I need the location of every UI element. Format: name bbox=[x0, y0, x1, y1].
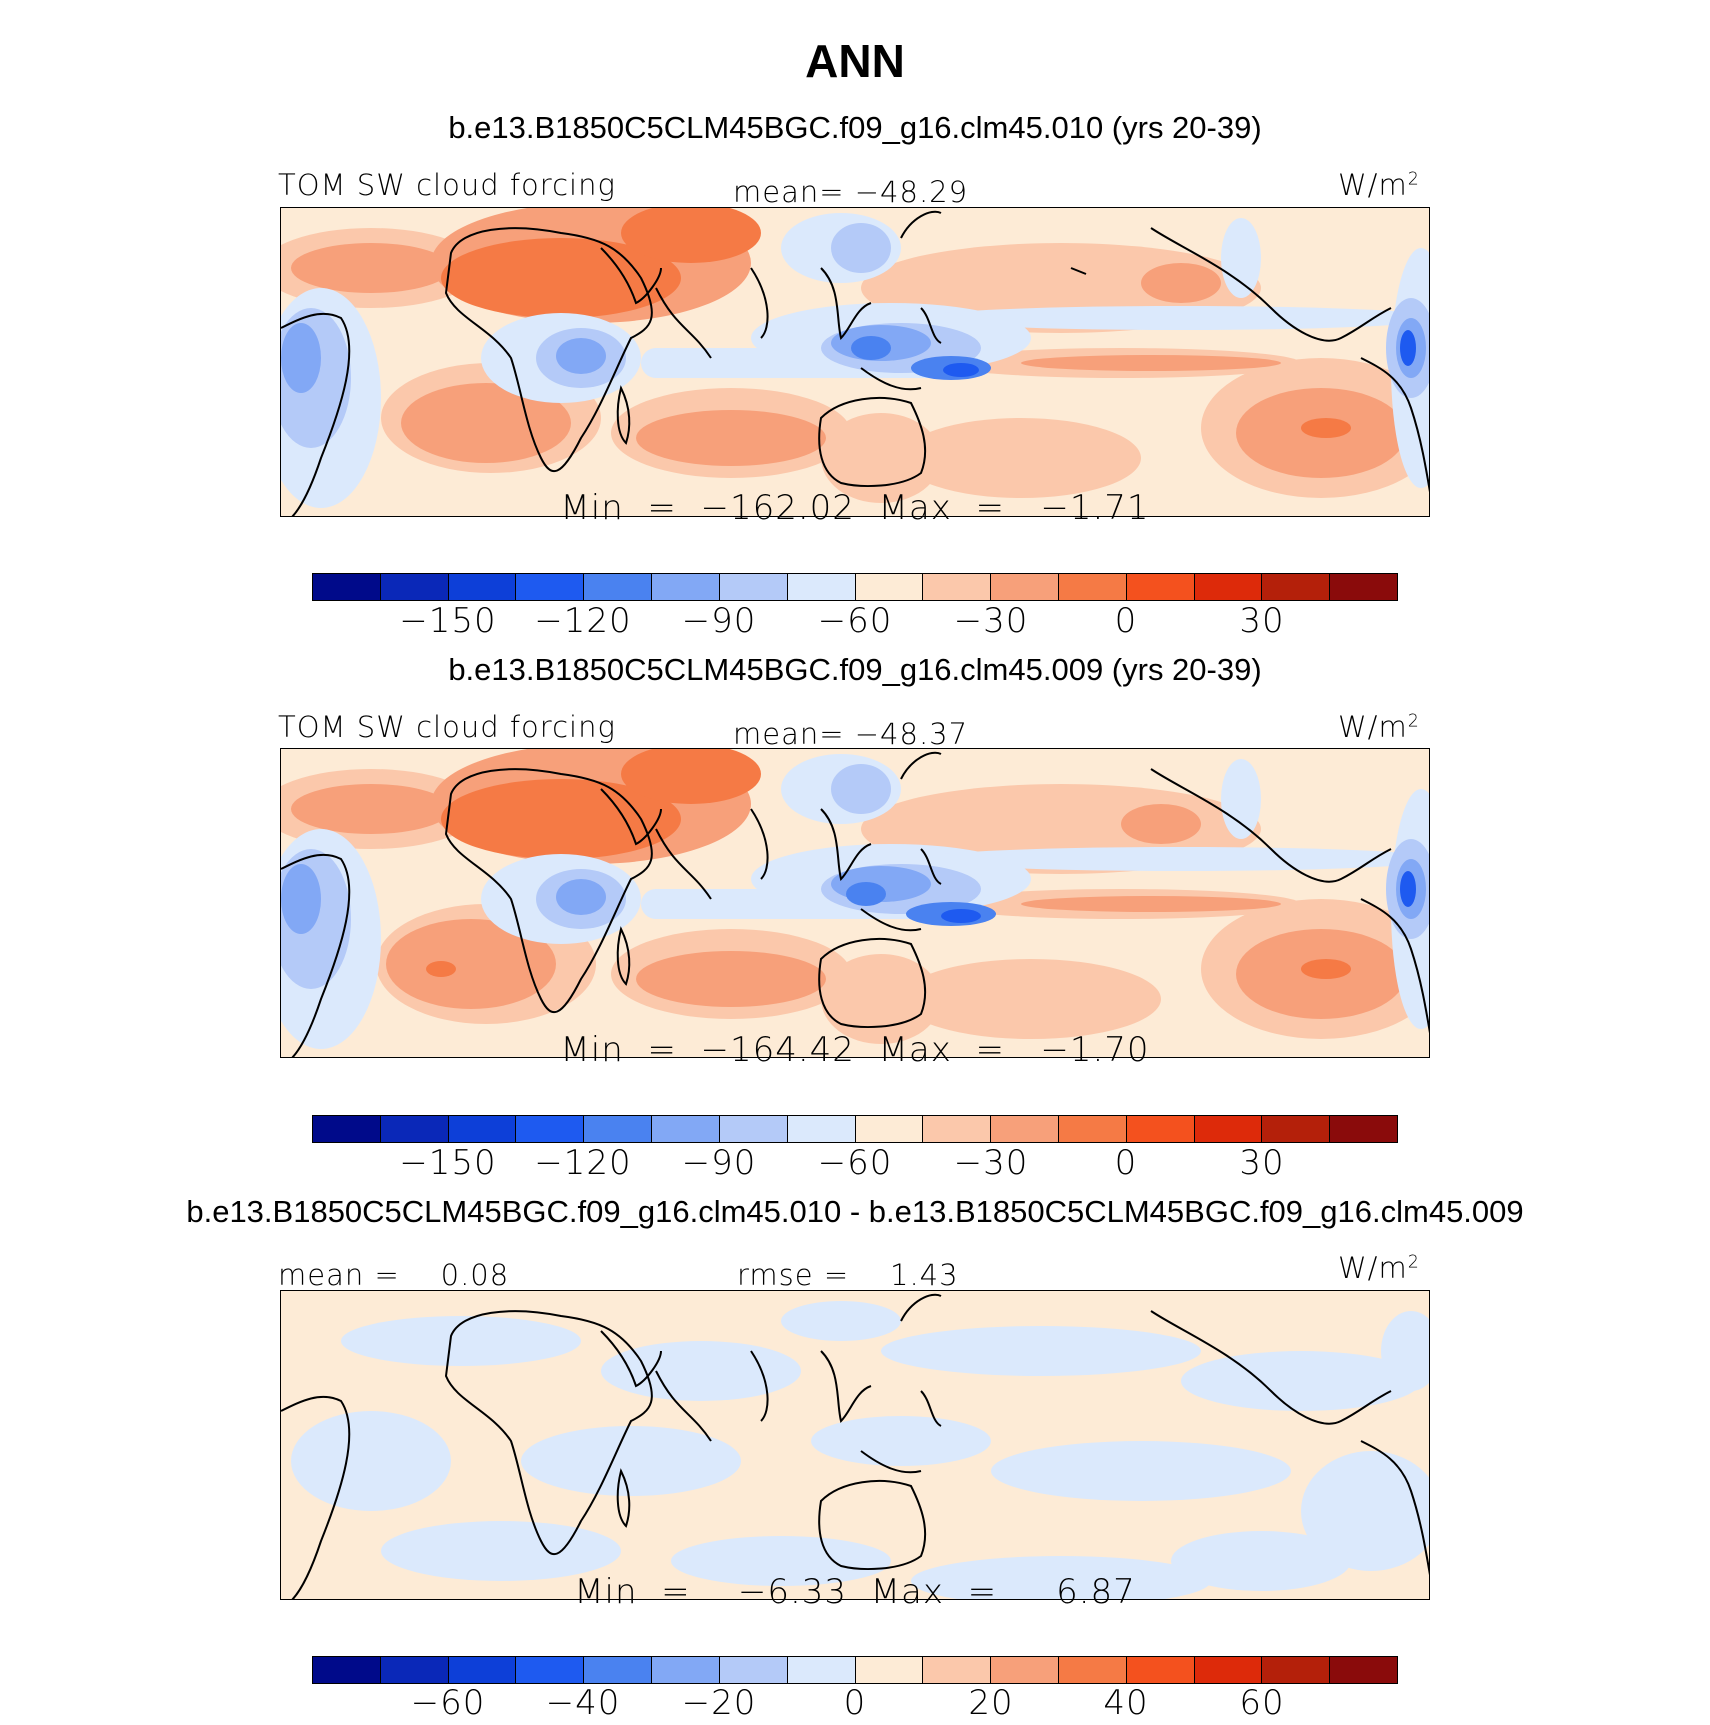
panel-1-colorbar bbox=[312, 573, 1398, 601]
colorbar-swatch bbox=[787, 1116, 856, 1142]
panel-3-tick: 20 bbox=[968, 1683, 1014, 1723]
panel-1-mean-label: mean= −48.29 bbox=[733, 175, 969, 209]
panel-1-tick: 30 bbox=[1239, 601, 1285, 641]
panel-2-map bbox=[280, 748, 1430, 1058]
colorbar-swatch bbox=[1262, 1116, 1331, 1142]
panel-2-tick: −120 bbox=[534, 1143, 632, 1183]
panel-1-title: b.e13.B1850C5CLM45BGC.f09_g16.clm45.010 … bbox=[448, 110, 1262, 145]
colorbar-swatch bbox=[380, 574, 449, 600]
colorbar-swatch bbox=[448, 574, 517, 600]
colorbar-swatch bbox=[448, 1116, 517, 1142]
colorbar-swatch bbox=[1330, 1657, 1397, 1683]
colorbar-swatch bbox=[991, 574, 1059, 600]
colorbar-swatch bbox=[719, 574, 788, 600]
colorbar-swatch bbox=[313, 574, 381, 600]
colorbar-swatch bbox=[855, 574, 924, 600]
panel-1-tick: −90 bbox=[681, 601, 757, 641]
colorbar-swatch bbox=[1126, 1657, 1195, 1683]
panel-2-variable-label: TOM SW cloud forcing bbox=[278, 710, 616, 744]
colorbar-swatch bbox=[1262, 574, 1331, 600]
panel-2-tick: −60 bbox=[817, 1143, 893, 1183]
colorbar-swatch bbox=[1058, 1116, 1127, 1142]
colorbar-swatch bbox=[448, 1657, 517, 1683]
colorbar-swatch bbox=[584, 1657, 653, 1683]
colorbar-swatch bbox=[991, 1116, 1059, 1142]
panel-1-tick: −120 bbox=[534, 601, 632, 641]
panel-2-tick: 0 bbox=[1114, 1143, 1138, 1183]
colorbar-swatch bbox=[923, 1116, 992, 1142]
colorbar-swatch bbox=[516, 574, 585, 600]
panel-2-units: W/m2 bbox=[1338, 710, 1420, 744]
panel-2-tick: −150 bbox=[399, 1143, 497, 1183]
panel-1-min-max: Min = −162.02 Max = −1.71 bbox=[560, 488, 1150, 528]
colorbar-swatch bbox=[1126, 574, 1195, 600]
panel-1-units: W/m2 bbox=[1338, 168, 1420, 202]
colorbar-swatch bbox=[855, 1116, 924, 1142]
panel-1-tick: −60 bbox=[817, 601, 893, 641]
panel-2-tick: 30 bbox=[1239, 1143, 1285, 1183]
colorbar-swatch bbox=[855, 1657, 924, 1683]
panel-3-min-max: Min = −6.33 Max = 6.87 bbox=[574, 1572, 1136, 1612]
colorbar-swatch bbox=[1194, 1657, 1263, 1683]
colorbar-swatch bbox=[787, 574, 856, 600]
colorbar-swatch bbox=[1126, 1116, 1195, 1142]
panel-1-variable-label: TOM SW cloud forcing bbox=[278, 168, 616, 202]
panel-3-mean-label: mean = 0.08 bbox=[278, 1258, 510, 1292]
panel-2-colorbar bbox=[312, 1115, 1398, 1143]
panel-1-map bbox=[280, 207, 1430, 517]
colorbar-swatch bbox=[923, 1657, 992, 1683]
colorbar-swatch bbox=[1194, 1116, 1263, 1142]
panel-3-units: W/m2 bbox=[1338, 1251, 1420, 1285]
colorbar-swatch bbox=[1330, 574, 1397, 600]
panel-3-colorbar bbox=[312, 1656, 1398, 1684]
colorbar-swatch bbox=[516, 1657, 585, 1683]
panel-2-tick: −90 bbox=[681, 1143, 757, 1183]
colorbar-swatch bbox=[787, 1657, 856, 1683]
colorbar-swatch bbox=[923, 574, 992, 600]
colorbar-swatch bbox=[652, 1116, 720, 1142]
colorbar-swatch bbox=[1058, 574, 1127, 600]
panel-3-tick: −40 bbox=[545, 1683, 621, 1723]
panel-3-tick: −60 bbox=[410, 1683, 486, 1723]
colorbar-swatch bbox=[584, 1116, 653, 1142]
colorbar-swatch bbox=[1330, 1116, 1397, 1142]
panel-2-tick: −30 bbox=[953, 1143, 1029, 1183]
panel-3-tick: −20 bbox=[681, 1683, 757, 1723]
colorbar-swatch bbox=[380, 1657, 449, 1683]
panel-1-tick: −150 bbox=[399, 601, 497, 641]
colorbar-swatch bbox=[991, 1657, 1059, 1683]
colorbar-swatch bbox=[516, 1116, 585, 1142]
colorbar-swatch bbox=[652, 574, 720, 600]
figure-title: ANN bbox=[805, 35, 905, 87]
panel-1-tick: 0 bbox=[1114, 601, 1138, 641]
colorbar-swatch bbox=[719, 1657, 788, 1683]
panel-3-tick: 40 bbox=[1103, 1683, 1149, 1723]
colorbar-swatch bbox=[380, 1116, 449, 1142]
panel-1-tick: −30 bbox=[953, 601, 1029, 641]
colorbar-swatch bbox=[719, 1116, 788, 1142]
panel-2-min-max: Min = −164.42 Max = −1.70 bbox=[560, 1030, 1150, 1070]
colorbar-swatch bbox=[313, 1116, 381, 1142]
panel-3-rmse-label: rmse = 1.43 bbox=[737, 1258, 959, 1292]
colorbar-swatch bbox=[652, 1657, 720, 1683]
panel-2-title: b.e13.B1850C5CLM45BGC.f09_g16.clm45.009 … bbox=[448, 652, 1262, 687]
colorbar-swatch bbox=[313, 1657, 381, 1683]
panel-2-mean-label: mean= −48.37 bbox=[733, 717, 969, 751]
panel-3-map bbox=[280, 1290, 1430, 1600]
panel-3-tick: 60 bbox=[1239, 1683, 1285, 1723]
colorbar-swatch bbox=[584, 574, 653, 600]
colorbar-swatch bbox=[1262, 1657, 1331, 1683]
panel-3-tick: 0 bbox=[843, 1683, 867, 1723]
colorbar-swatch bbox=[1058, 1657, 1127, 1683]
panel-3-title: b.e13.B1850C5CLM45BGC.f09_g16.clm45.010 … bbox=[186, 1194, 1524, 1229]
colorbar-swatch bbox=[1194, 574, 1263, 600]
